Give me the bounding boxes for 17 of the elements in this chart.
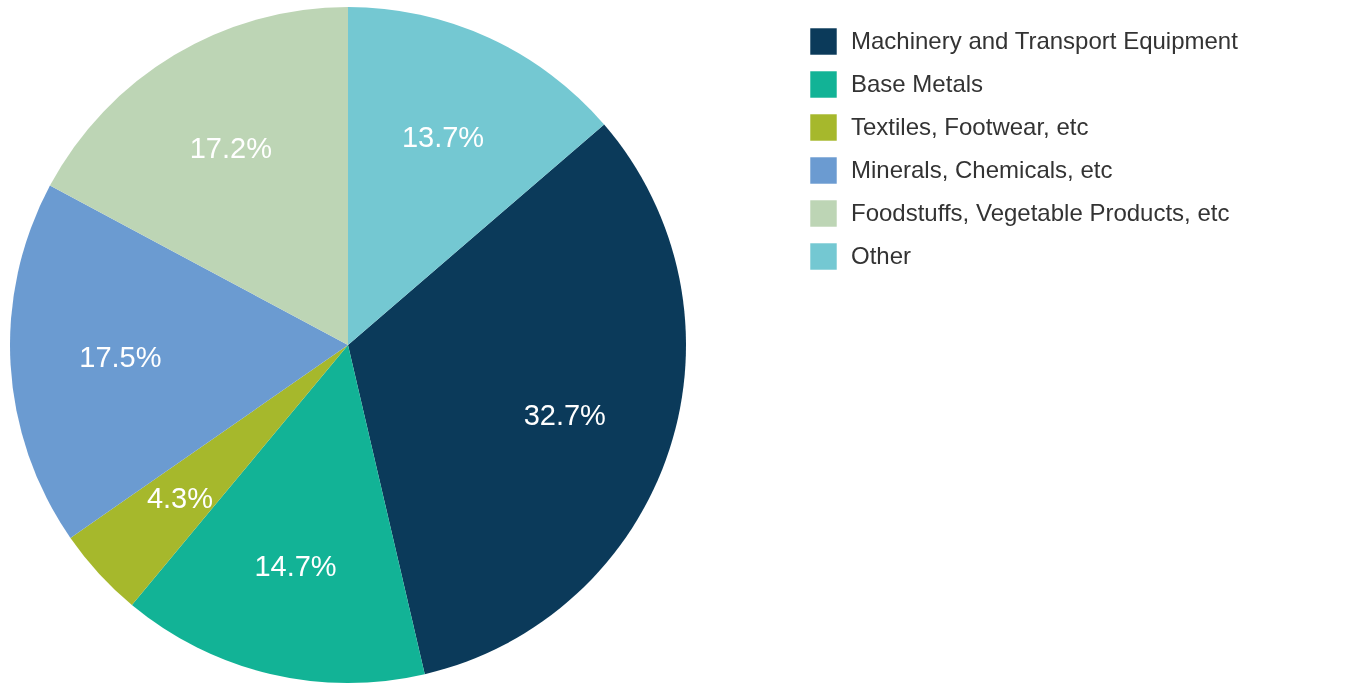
data-label: 17.5% bbox=[79, 341, 162, 374]
legend-label: Machinery and Transport Equipment bbox=[851, 26, 1239, 54]
pie-slice bbox=[348, 7, 605, 345]
data-label: 32.7% bbox=[523, 398, 606, 431]
legend-label: Base Metals bbox=[851, 69, 984, 97]
data-label: 4.3% bbox=[146, 482, 214, 515]
data-label: 17.2% bbox=[189, 132, 272, 165]
data-label: 14.7% bbox=[254, 549, 337, 582]
data-label: 13.7% bbox=[401, 120, 485, 153]
pie-slice bbox=[70, 345, 348, 605]
legend-label: Textiles, Footwear, etc bbox=[851, 112, 1089, 140]
legend-label: Other bbox=[851, 241, 912, 269]
legend-label: Foodstuffs, Vegetable Products, etc bbox=[851, 198, 1230, 226]
pie-slice bbox=[49, 7, 348, 345]
pie-slice bbox=[348, 124, 686, 675]
legend-label: Minerals, Chemicals, etc bbox=[851, 155, 1113, 183]
pie-slice bbox=[10, 185, 348, 538]
